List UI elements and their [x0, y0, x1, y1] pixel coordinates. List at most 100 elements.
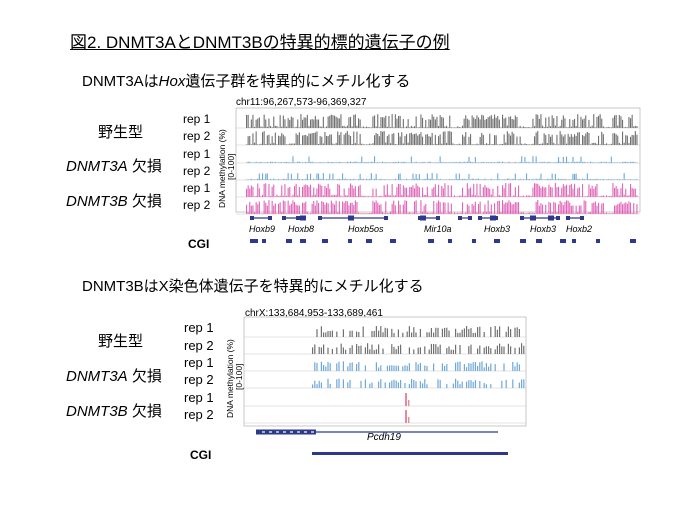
- panel1-methylation-bar: [279, 162, 281, 163]
- panel1-methylation-bar: [418, 127, 420, 128]
- panel1-methylation-bar: [308, 133, 310, 145]
- panel1-gene-label: Mir10a: [424, 224, 452, 234]
- panel1-methylation-bar: [359, 184, 361, 197]
- panel1-methylation-bar: [473, 183, 475, 197]
- panel1-methylation-bar: [354, 143, 356, 145]
- panel1-methylation-bar: [265, 119, 267, 128]
- panel1-methylation-bar: [526, 195, 528, 197]
- panel2-methylation-bar: [389, 382, 391, 388]
- panel2-methylation-bar: [494, 349, 496, 354]
- panel1-methylation-bar: [353, 131, 355, 145]
- panel1-methylation-bar: [383, 117, 385, 128]
- panel2-methylation-bar: [521, 379, 523, 388]
- panel1-methylation-bar: [418, 213, 420, 214]
- panel1-methylation-bar: [367, 213, 369, 214]
- panel1-methylation-bar: [455, 127, 457, 128]
- panel1-methylation-bar: [372, 179, 374, 180]
- panel1-methylation-bar: [594, 186, 596, 197]
- panel1-methylation-bar: [615, 162, 617, 163]
- panel2-methylation-bar: [490, 363, 492, 371]
- panel2-methylation-bar: [481, 361, 483, 371]
- panel1-methylation-bar: [335, 194, 337, 197]
- panel1-gene-exon: [296, 216, 300, 220]
- panel1-methylation-bar: [545, 135, 547, 145]
- panel2-methylation-bar: [360, 345, 362, 354]
- panel1-methylation-bar: [338, 161, 340, 163]
- panel1-methylation-bar: [634, 188, 636, 197]
- panel1-methylation-bar: [281, 185, 283, 197]
- panel1-methylation-bar: [588, 132, 590, 145]
- panel1-methylation-bar: [426, 134, 428, 145]
- panel2-methylation-bar: [329, 331, 331, 337]
- panel1-methylation-bar: [364, 195, 366, 197]
- panel1-methylation-bar: [538, 205, 540, 214]
- panel1-methylation-bar: [268, 162, 270, 163]
- panel1-methylation-bar: [447, 127, 449, 128]
- panel2-methylation-bar: [472, 381, 474, 388]
- panel2-methylation-bar: [455, 344, 457, 354]
- panel1-methylation-bar: [466, 204, 468, 214]
- panel2-methylation-bar: [516, 327, 518, 337]
- panel1-methylation-bar: [439, 202, 441, 214]
- panel1-methylation-bar: [449, 178, 451, 180]
- panel1-methylation-bar: [458, 161, 460, 163]
- panel1-methylation-bar: [484, 119, 486, 128]
- panel2-methylation-bar: [479, 326, 481, 337]
- panel1-methylation-bar: [425, 194, 427, 197]
- panel1-methylation-bar: [348, 187, 350, 197]
- panel2-methylation-bar: [408, 326, 410, 337]
- panel1-methylation-bar: [546, 178, 548, 180]
- panel1-methylation-bar: [508, 200, 510, 214]
- panel1-methylation-bar: [254, 196, 256, 197]
- panel1-methylation-bar: [423, 144, 425, 145]
- panel1-methylation-bar: [340, 162, 342, 163]
- panel2-methylation-bar: [369, 349, 371, 354]
- panel1-methylation-bar: [609, 213, 611, 214]
- panel1-methylation-bar: [556, 179, 558, 180]
- panel1-methylation-bar: [503, 134, 505, 145]
- panel1-methylation-bar: [394, 205, 396, 214]
- panel1-gene-exon: [468, 216, 472, 220]
- panel1-methylation-bar: [258, 144, 260, 145]
- panel1-methylation-bar: [274, 161, 276, 163]
- panel1-methylation-bar: [519, 161, 521, 163]
- panel1-methylation-bar: [530, 162, 532, 163]
- panel1-gene-label: Hoxb8: [288, 224, 315, 234]
- panel1-methylation-bar: [338, 184, 340, 197]
- panel1-methylation-bar: [529, 179, 531, 180]
- panel1-methylation-bar: [628, 195, 630, 197]
- panel1-methylation-bar: [300, 162, 302, 163]
- panel2-methylation-bar: [470, 328, 472, 337]
- panel1-methylation-bar: [382, 196, 384, 197]
- panel1-methylation-bar: [310, 161, 312, 163]
- panel1-methylation-bar: [535, 114, 537, 128]
- panel1-methylation-bar: [479, 119, 481, 128]
- panel1-methylation-bar: [294, 162, 296, 163]
- panel1-methylation-bar: [484, 204, 486, 214]
- panel1-methylation-bar: [270, 161, 272, 163]
- panel2-methylation-bar: [408, 384, 410, 388]
- panel1-methylation-bar: [337, 212, 339, 214]
- panel1-methylation-bar: [601, 161, 603, 163]
- panel2-methylation-bar: [362, 326, 364, 337]
- panel1-methylation-bar: [364, 161, 366, 163]
- panel1-methylation-bar: [420, 200, 422, 214]
- panel2-methylation-bar: [338, 361, 340, 371]
- panel1-methylation-bar: [559, 161, 561, 163]
- panel1-methylation-bar: [316, 200, 318, 214]
- panel1-methylation-bar: [343, 178, 345, 180]
- panel1-methylation-bar: [329, 173, 331, 180]
- panel1-methylation-bar: [367, 179, 369, 180]
- panel1-methylation-bar: [460, 212, 462, 214]
- panel1-methylation-bar: [380, 204, 382, 214]
- panel1-methylation-bar: [287, 187, 289, 197]
- panel1-methylation-bar: [578, 127, 580, 128]
- panel1-methylation-bar: [428, 178, 430, 180]
- panel1-methylation-bar: [321, 136, 323, 145]
- panel1-methylation-bar: [303, 135, 305, 145]
- panel2-methylation-bar: [444, 365, 446, 371]
- panel1-methylation-bar: [265, 162, 267, 163]
- panel1-methylation-bar: [590, 161, 592, 163]
- panel1-cgi-block: [250, 239, 258, 243]
- panel1-methylation-bar: [302, 119, 304, 128]
